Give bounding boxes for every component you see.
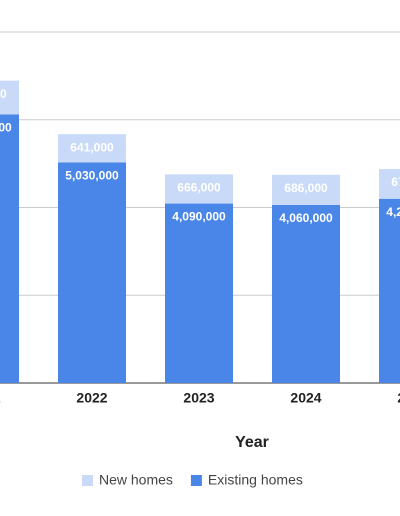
- legend-label: Existing homes: [208, 472, 303, 488]
- data-label: 676,000: [391, 175, 400, 189]
- data-label: 6,120,000: [0, 121, 12, 135]
- bar-segment: [0, 80, 19, 115]
- bar-segment: [272, 174, 340, 205]
- data-label: 666,000: [177, 181, 221, 195]
- x-tick-label: 2021: [0, 390, 1, 406]
- data-label: 686,000: [284, 181, 328, 195]
- data-label: 4,200,000: [386, 205, 400, 219]
- data-label: 4,090,000: [172, 210, 226, 224]
- legend-label: New homes: [99, 472, 173, 488]
- x-tick-label: 2025: [397, 390, 400, 406]
- data-label: 5,030,000: [65, 168, 119, 182]
- bar-segment: [165, 203, 233, 383]
- x-axis-title: Year: [235, 434, 269, 451]
- bar-segment: [379, 169, 400, 199]
- legend-swatch: [190, 475, 202, 486]
- bar-segment: [58, 134, 126, 163]
- x-tick-label: 2023: [183, 390, 214, 406]
- x-tick-label: 2022: [76, 390, 107, 406]
- x-tick-label: 2024: [290, 390, 321, 406]
- bar-segment: [379, 198, 400, 383]
- data-label: 641,000: [70, 140, 114, 154]
- bar-segment: [165, 174, 233, 204]
- bar-segment: [58, 162, 126, 383]
- bar-segment: [0, 114, 19, 384]
- legend-swatch: [82, 475, 93, 486]
- bar-segment: [272, 204, 340, 383]
- data-label: 771,000: [0, 87, 7, 101]
- data-label: 4,060,000: [279, 211, 333, 225]
